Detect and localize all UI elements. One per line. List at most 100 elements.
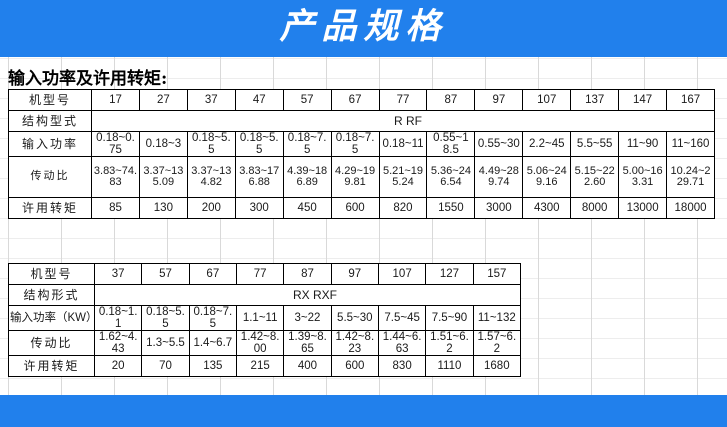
cell-ratio: 1.62~4.43 — [93, 330, 143, 357]
cell-model: 137 — [570, 89, 620, 111]
cell-torque: 300 — [234, 197, 284, 220]
cell-model: 77 — [235, 263, 285, 285]
cell-torque: 1110 — [425, 355, 474, 378]
bottom-blue-banner — [0, 395, 727, 427]
cell-model: 47 — [234, 89, 284, 111]
cell-structure-type: R RF — [91, 110, 715, 132]
cell-model: 17 — [91, 89, 140, 111]
cell-input-power: 0.18~5.5 — [186, 130, 236, 158]
cell-model: 157 — [472, 263, 522, 285]
page-title: 产品规格 — [279, 6, 448, 47]
cell-torque: 600 — [330, 197, 380, 220]
cell-input-power: 7.5~90 — [425, 304, 474, 332]
cell-model: 77 — [378, 89, 428, 111]
row-label-input-power: 输入功率（KW） — [8, 304, 95, 332]
cell-torque: 18000 — [666, 197, 715, 220]
cell-input-power: 2.2~45 — [522, 130, 572, 158]
cell-torque: 820 — [378, 197, 428, 220]
cell-model: 147 — [618, 89, 668, 111]
cell-input-power: 5.5~30 — [330, 304, 379, 332]
cell-structure-type: RX RXF — [94, 284, 521, 306]
row-label-model: 机型号 — [8, 89, 92, 111]
section-heading-input-power-torque: 输入功率及许用转矩: — [8, 69, 168, 89]
cell-ratio: 1.42~8.00 — [235, 330, 285, 357]
cell-torque: 1680 — [472, 355, 522, 378]
cell-ratio: 10.24~229.71 — [666, 156, 715, 199]
cell-ratio: 3.83~74.83 — [91, 156, 140, 199]
table-r-series-power-torque: 机型号 17 27 37 47 57 67 77 87 97 107 137 1… — [8, 89, 715, 220]
table-row-torque: 许用转矩 20 70 135 215 400 600 830 1110 1680 — [8, 355, 522, 378]
cell-model: 37 — [93, 263, 143, 285]
cell-input-power: 0.18~1.1 — [93, 304, 143, 332]
cell-input-power: 3~22 — [283, 304, 332, 332]
cell-input-power: 5.5~55 — [570, 130, 620, 158]
cell-ratio: 3.83~176.88 — [234, 156, 284, 199]
cell-model: 67 — [330, 89, 380, 111]
cell-ratio: 3.37~134.82 — [186, 156, 236, 199]
cell-ratio: 5.21~195.24 — [378, 156, 428, 199]
table-row-model: 机型号 37 57 67 77 87 97 107 127 157 — [8, 263, 522, 285]
cell-torque: 8000 — [570, 197, 620, 220]
cell-model: 167 — [666, 89, 715, 111]
cell-model: 107 — [522, 89, 572, 111]
cell-ratio: 4.49~289.74 — [474, 156, 524, 199]
top-blue-banner: 产品规格 — [0, 0, 727, 57]
cell-input-power: 0.18~7.5 — [188, 304, 237, 332]
row-label-structure: 结构型式 — [8, 110, 92, 132]
table-row-input-power: 输入功率（KW） 0.18~1.1 0.18~5.5 0.18~7.5 1.1~… — [8, 304, 522, 332]
cell-model: 57 — [282, 89, 332, 111]
cell-model: 67 — [188, 263, 237, 285]
cell-ratio: 1.51~6.2 — [425, 330, 474, 357]
cell-torque: 200 — [186, 197, 236, 220]
cell-input-power: 0.55~30 — [474, 130, 524, 158]
cell-model: 37 — [186, 89, 236, 111]
cell-torque: 4300 — [522, 197, 572, 220]
table-row-structure: 结构型式 R RF — [8, 110, 715, 132]
cell-input-power: 11~90 — [618, 130, 668, 158]
table-row-ratio: 传动比 3.83~74.83 3.37~135.09 3.37~134.82 3… — [8, 156, 715, 199]
cell-ratio: 3.37~135.09 — [138, 156, 188, 199]
cell-model: 97 — [330, 263, 379, 285]
cell-torque: 135 — [188, 355, 237, 378]
cell-torque: 400 — [283, 355, 332, 378]
cell-input-power: 0.18~7.5 — [282, 130, 332, 158]
cell-input-power: 0.18~7.5 — [330, 130, 380, 158]
cell-ratio: 1.44~6.63 — [377, 330, 427, 357]
cell-model: 27 — [138, 89, 188, 111]
cell-torque: 130 — [138, 197, 188, 220]
cell-model: 97 — [474, 89, 524, 111]
cell-ratio: 1.57~6.2 — [472, 330, 522, 357]
cell-ratio: 1.4~6.7 — [188, 330, 237, 357]
cell-input-power: 11~132 — [472, 304, 522, 332]
row-label-model: 机型号 — [8, 263, 95, 285]
cell-ratio: 5.36~246.54 — [426, 156, 476, 199]
cell-model: 87 — [426, 89, 476, 111]
table-row-ratio: 传动比 1.62~4.43 1.3~5.5 1.4~6.7 1.42~8.00 … — [8, 330, 522, 357]
cell-ratio: 4.29~199.81 — [330, 156, 380, 199]
cell-torque: 20 — [93, 355, 143, 378]
cell-model: 87 — [283, 263, 332, 285]
cell-input-power: 0.18~0.75 — [91, 130, 140, 158]
table-row-structure: 结构形式 RX RXF — [8, 284, 521, 306]
row-label-ratio: 传动比 — [8, 330, 95, 357]
table-row-model: 机型号 17 27 37 47 57 67 77 87 97 107 137 1… — [8, 89, 715, 111]
cell-input-power: 1.1~11 — [235, 304, 285, 332]
cell-model: 57 — [141, 263, 190, 285]
cell-ratio: 1.42~8.23 — [330, 330, 379, 357]
row-label-torque: 许用转矩 — [8, 355, 95, 378]
cell-model: 127 — [425, 263, 474, 285]
cell-torque: 3000 — [474, 197, 524, 220]
row-label-input-power: 输入功率 — [8, 130, 92, 158]
table-row-input-power: 输入功率 0.18~0.75 0.18~3 0.18~5.5 0.18~5.5 … — [8, 130, 715, 158]
cell-torque: 450 — [282, 197, 332, 220]
cell-torque: 830 — [377, 355, 427, 378]
cell-input-power: 0.18~5.5 — [141, 304, 190, 332]
cell-ratio: 4.39~186.89 — [282, 156, 332, 199]
cell-input-power: 0.18~5.5 — [234, 130, 284, 158]
cell-ratio: 1.3~5.5 — [141, 330, 190, 357]
cell-ratio: 5.06~249.16 — [522, 156, 572, 199]
cell-torque: 13000 — [618, 197, 668, 220]
table-rx-series-power-torque: 机型号 37 57 67 77 87 97 107 127 157 结构形式 R… — [8, 263, 522, 378]
cell-ratio: 5.15~222.60 — [570, 156, 620, 199]
cell-torque: 215 — [235, 355, 285, 378]
